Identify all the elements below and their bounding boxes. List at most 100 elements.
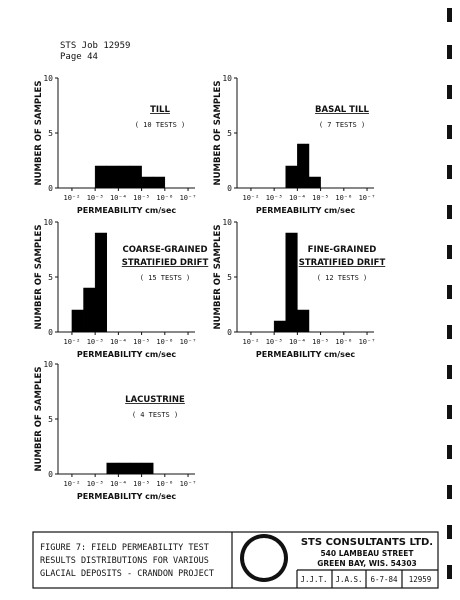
x-tick-label: 10⁻⁵ [133,194,150,202]
binder-marks [447,8,452,579]
y-axis-label: NUMBER OF SAMPLES [213,225,223,330]
bar [94,165,108,189]
bar [285,232,298,333]
bar [129,165,142,189]
bar [71,309,84,333]
x-tick-label: 10⁻² [243,194,260,202]
x-tick-label: 10⁻⁷ [359,194,376,202]
y-tick-label: 10 [43,218,53,227]
bar [106,462,119,475]
x-tick-label: 10⁻² [243,338,260,346]
bar [141,462,154,475]
x-tick-label: 10⁻³ [266,338,283,346]
y-tick-label: 0 [48,328,53,337]
x-tick-label: 10⁻⁴ [110,194,127,202]
bar [297,143,310,189]
panel-subtitle: ( 15 TESTS ) [140,274,191,282]
x-tick-label: 10⁻⁷ [359,338,376,346]
x-tick-label: 10⁻⁷ [180,480,197,488]
bar [94,232,108,333]
x-tick-label: 10⁻² [64,194,81,202]
panel-title: COARSE-GRAINED [122,245,207,255]
y-tick-label: 0 [48,470,53,479]
bar [141,176,154,189]
bar [129,462,142,475]
bar [273,320,287,333]
x-axis-label: PERMEABILITY cm/sec [77,206,176,215]
y-tick-label: 0 [227,184,232,193]
bar [83,287,96,333]
panel-title: TILL [150,105,170,115]
title-block [32,531,439,589]
caption-line: RESULTS DISTRIBUTIONS FOR VARIOUS [40,556,209,566]
y-tick-label: 0 [48,184,53,193]
y-tick-label: 5 [48,273,53,282]
x-tick-label: 10⁻⁶ [156,194,173,202]
x-tick-label: 10⁻⁴ [289,194,306,202]
address-line: 540 LAMBEAU STREET [320,549,414,558]
y-axis-label: NUMBER OF SAMPLES [34,367,44,472]
x-tick-label: 10⁻⁵ [312,194,329,202]
caption-line: FIGURE 7: FIELD PERMEABILITY TEST [40,543,209,553]
x-tick-label: 10⁻⁴ [289,338,306,346]
panel-subtitle: ( 12 TESTS ) [317,274,368,282]
y-tick-label: 5 [48,129,53,138]
panel-subtitle: ( 4 TESTS ) [132,411,178,419]
caption-line: GLACIAL DEPOSITS - CRANDON PROJECT [40,569,214,579]
y-tick-label: 5 [48,415,53,424]
bar [297,309,310,333]
x-tick-label: 10⁻⁵ [133,338,150,346]
job-cell: 12959 [409,575,432,584]
x-tick-label: 10⁻³ [87,338,104,346]
job-number: STS Job 12959 [60,41,130,51]
panel-subtitle: ( 7 TESTS ) [319,121,365,129]
x-axis-label: PERMEABILITY cm/sec [256,206,355,215]
x-tick-label: 10⁻⁶ [335,338,352,346]
x-tick-label: 10⁻² [64,480,81,488]
x-axis-label: PERMEABILITY cm/sec [77,492,176,501]
x-tick-label: 10⁻³ [87,480,104,488]
y-tick-label: 10 [222,218,232,227]
panel-title: FINE-GRAINED [308,245,377,255]
y-tick-label: 10 [222,74,232,83]
bar [118,165,131,189]
panel-title: BASAL TILL [315,105,370,115]
x-axis-label: PERMEABILITY cm/sec [77,350,176,359]
x-tick-label: 10⁻⁴ [110,338,127,346]
bar [308,176,321,189]
date-cell: 6-7-84 [370,575,398,584]
y-tick-label: 5 [227,273,232,282]
y-tick-label: 0 [227,328,232,337]
panel-title: STRATIFIED DRIFT [122,258,209,268]
x-tick-label: 10⁻⁵ [133,480,150,488]
bar [152,176,166,189]
page-number: Page 44 [60,52,98,62]
initials-cell: J.A.S. [335,575,362,584]
x-tick-label: 10⁻² [64,338,81,346]
initials-cell: J.J.T. [300,575,327,584]
panel-subtitle: ( 10 TESTS ) [135,121,186,129]
x-tick-label: 10⁻³ [87,194,104,202]
x-tick-label: 10⁻⁶ [335,194,352,202]
address-line: GREEN BAY, WIS. 54303 [317,559,417,568]
x-tick-label: 10⁻⁴ [110,480,127,488]
y-axis-label: NUMBER OF SAMPLES [34,81,44,186]
bar [118,462,131,475]
y-tick-label: 5 [227,129,232,138]
x-tick-label: 10⁻⁷ [180,338,197,346]
bar [106,165,119,189]
y-axis-label: NUMBER OF SAMPLES [34,225,44,330]
bar [285,165,298,189]
company-name: STS CONSULTANTS LTD. [301,537,433,548]
panel-title: STRATIFIED DRIFT [299,258,386,268]
y-tick-label: 10 [43,74,53,83]
x-tick-label: 10⁻⁶ [156,480,173,488]
y-tick-label: 10 [43,360,53,369]
x-tick-label: 10⁻⁵ [312,338,329,346]
x-axis-label: PERMEABILITY cm/sec [256,350,355,359]
x-tick-label: 10⁻⁷ [180,194,197,202]
y-axis-label: NUMBER OF SAMPLES [213,81,223,186]
x-tick-label: 10⁻⁶ [156,338,173,346]
